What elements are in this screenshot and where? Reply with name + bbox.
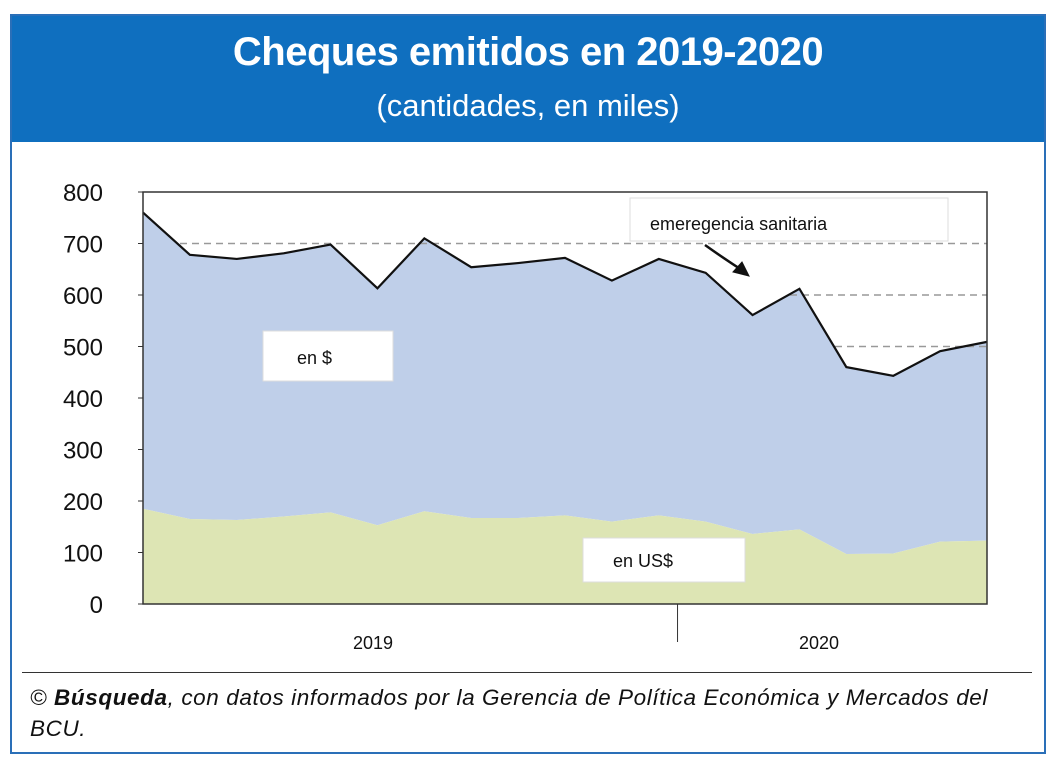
chart-subtitle: (cantidades, en miles) — [376, 88, 680, 123]
source-brand: Búsqueda — [54, 685, 168, 710]
x-tick-label-2020: 2020 — [799, 633, 839, 653]
y-tick-label: 800 — [63, 180, 103, 207]
annotation-arrow-head — [732, 261, 750, 277]
series-area-dolares — [143, 508, 987, 604]
y-tick-label: 300 — [63, 438, 103, 465]
label-box-pesos — [262, 330, 394, 382]
annotation-text: emeregencia sanitaria — [650, 214, 828, 234]
y-tick-label: 500 — [63, 335, 103, 362]
annotation-box — [629, 197, 949, 242]
series-label-dolares: en US$ — [613, 551, 673, 571]
source-note: © Búsqueda, con datos informados por la … — [30, 682, 1030, 744]
y-tick-label: 700 — [63, 232, 103, 259]
chart-title: Cheques emitidos en 2019-2020 — [232, 30, 824, 74]
series-area-pesos — [143, 212, 987, 555]
y-tick-label: 600 — [63, 283, 103, 310]
label-box-dolares — [582, 537, 746, 583]
series-label-pesos: en $ — [297, 348, 332, 368]
x-tick-label-2019: 2019 — [353, 633, 393, 653]
footer-divider — [22, 672, 1032, 673]
copyright-symbol: © — [30, 685, 48, 710]
y-tick-label: 0 — [90, 592, 103, 619]
y-tick-label: 200 — [63, 489, 103, 516]
series-line-total — [142, 211, 988, 378]
source-text: , con datos informados por la Gerencia d… — [30, 685, 989, 741]
y-tick-label: 400 — [63, 386, 103, 413]
title-banner: Cheques emitidos en 2019-2020 (cantidade… — [12, 16, 1044, 142]
y-tick-label: 100 — [63, 541, 103, 568]
